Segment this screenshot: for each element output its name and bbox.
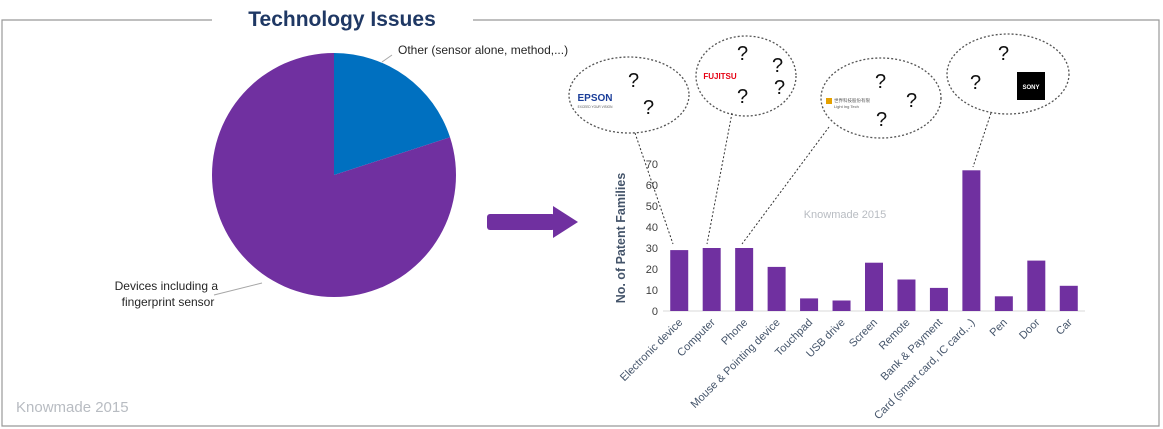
- question-mark: ?: [643, 97, 654, 119]
- bubble-connectors: [634, 112, 992, 245]
- x-tick-label: Car: [1054, 316, 1075, 337]
- bubble-fujitsu: FUJITSU ? ? ? ?: [695, 35, 797, 117]
- question-mark: ?: [737, 86, 748, 108]
- y-tick-label: 60: [646, 180, 658, 192]
- y-tick-label: 50: [646, 201, 658, 213]
- page-title: Technology Issues: [214, 8, 470, 32]
- pie-label-devices-line-2: fingerprint sensor: [122, 295, 215, 309]
- y-tick-label: 20: [646, 264, 658, 276]
- chart-watermark: Knowmade 2015: [804, 209, 887, 221]
- connector-fujitsu: [706, 112, 733, 245]
- question-mark: ?: [876, 109, 887, 131]
- question-mark: ?: [772, 55, 783, 77]
- pie-leader-other: [381, 54, 393, 63]
- bar: [832, 300, 851, 311]
- bar: [702, 248, 721, 311]
- bubble-sony: SONY ? ?: [946, 33, 1070, 115]
- pie-leader-devices: [213, 282, 263, 296]
- sony-logo: SONY: [1022, 85, 1039, 91]
- chinese-company-logo: 世界科技股份有限: [834, 97, 870, 104]
- fujitsu-logo: FUJITSU: [703, 72, 737, 81]
- epson-logo: EPSON: [577, 93, 612, 104]
- question-mark: ?: [774, 77, 785, 99]
- pie-label-devices-line-1: Devices including a: [115, 279, 219, 293]
- question-mark: ?: [875, 71, 886, 93]
- bubble-chinese-company: 世界科技股份有限 Light Ing Tech ? ? ?: [820, 57, 942, 139]
- y-tick-label: 10: [646, 285, 658, 297]
- bar: [800, 298, 819, 311]
- pie-label-other: Other (sensor alone, method,...): [398, 43, 568, 57]
- chinese-company-logo-mark: [826, 98, 832, 104]
- x-tick-label: Screen: [847, 317, 880, 350]
- question-mark: ?: [737, 43, 748, 65]
- bubble-epson: EPSON EXCEED YOUR VISION ? ?: [568, 56, 690, 134]
- bar: [670, 250, 689, 311]
- y-axis-label: No. of Patent Families: [614, 173, 628, 304]
- bar: [994, 296, 1013, 311]
- pie-chart: [211, 53, 456, 297]
- connector-chinese-company: [741, 126, 830, 245]
- question-mark: ?: [998, 43, 1009, 65]
- x-tick-label: Phone: [719, 317, 750, 348]
- watermark: Knowmade 2015: [16, 399, 129, 416]
- y-tick-label: 0: [652, 306, 658, 318]
- frame-border: [1, 19, 1160, 427]
- bar: [929, 287, 948, 311]
- question-mark: ?: [970, 72, 981, 94]
- pie-label-devices: Devices including a fingerprint sensor: [115, 279, 222, 309]
- y-tick-label: 70: [646, 159, 658, 171]
- x-tick-label: Door: [1017, 316, 1043, 342]
- x-tick-label: Pen: [988, 317, 1010, 339]
- sony-logo-box: [1017, 72, 1045, 100]
- bar: [865, 262, 883, 311]
- y-tick-label: 30: [646, 243, 658, 255]
- bar: [735, 248, 754, 311]
- bar: [1059, 285, 1078, 311]
- pie-slice: [334, 53, 451, 175]
- y-tick-label: 40: [646, 222, 658, 234]
- bar: [1027, 260, 1046, 311]
- question-mark: ?: [906, 90, 917, 112]
- right-arrow-icon: [487, 206, 578, 238]
- connector-epson: [634, 132, 674, 245]
- epson-tagline: EXCEED YOUR VISION: [578, 105, 614, 109]
- chinese-company-logo-sub: Light Ing Tech: [834, 104, 859, 109]
- bar: [767, 266, 786, 311]
- connector-sony: [972, 112, 992, 168]
- pie-slice: [211, 53, 456, 297]
- question-mark: ?: [628, 70, 639, 92]
- bar: [962, 170, 981, 311]
- bar: [897, 279, 916, 311]
